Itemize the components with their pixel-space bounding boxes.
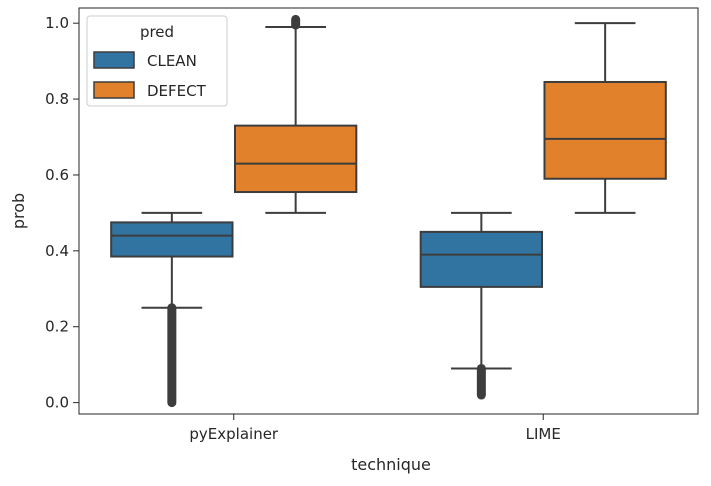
x-tick-label: pyExplainer [189,425,279,443]
y-tick-label: 0.4 [45,242,69,260]
legend-title: pred [140,23,174,41]
box-defect [543,80,667,180]
y-axis-label: prob [9,193,28,229]
y-tick-label: 1.0 [45,14,69,32]
y-axis: 0.0 0.2 0.4 0.6 0.8 1.0 [45,14,79,412]
x-axis: pyExplainer LIME [189,414,561,443]
y-tick-label: 0.2 [45,318,69,336]
box-clean [419,230,544,288]
legend-label-clean: CLEAN [147,52,197,70]
box-defect [233,124,358,194]
boxes-layer [110,14,667,408]
legend-label-defect: DEFECT [147,82,207,100]
y-tick-label: 0.6 [45,166,69,184]
legend-swatch-defect [93,81,135,99]
y-tick-label: 0.8 [45,90,69,108]
x-tick-label: LIME [526,425,561,443]
box-clean [110,221,234,258]
legend-swatch-clean [93,51,135,69]
legend: pred CLEAN DEFECT [86,15,228,107]
y-tick-label: 0.0 [45,394,69,412]
x-axis-label: technique [351,455,431,474]
